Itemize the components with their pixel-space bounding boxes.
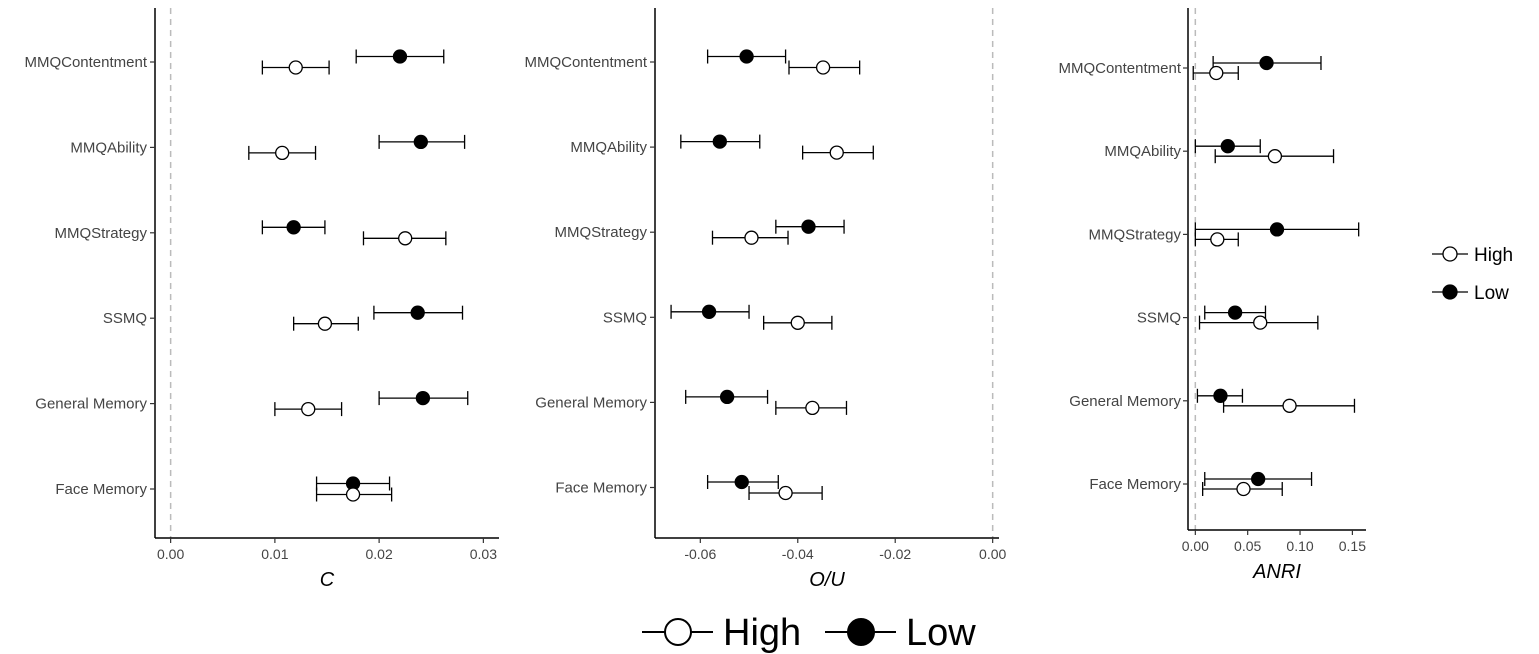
point-low <box>712 134 727 149</box>
y-tick-label: Face Memory <box>55 481 147 498</box>
panels: 0.00 0.01 0.02 0.03 C MMQContentment MMQAbilit… <box>24 8 1366 591</box>
x-axis-label: C <box>320 569 335 591</box>
point-high <box>1282 398 1297 413</box>
legend-key-marker-high <box>1442 246 1458 262</box>
y-tick-label: MMQContentment <box>1058 60 1181 77</box>
x-axis-label: ANRI <box>1252 561 1301 583</box>
point-low <box>1213 388 1228 403</box>
point-low <box>739 49 754 64</box>
legend-key-marker-high <box>664 618 692 646</box>
legend-key-marker-low <box>1442 284 1458 300</box>
point-high <box>398 231 413 246</box>
point-low <box>1259 55 1274 71</box>
point-high <box>1209 65 1224 81</box>
y-tick-label: SSMQ <box>103 310 147 327</box>
x-tick-label: 0.03 <box>470 546 497 562</box>
x-tick-label: 0.02 <box>365 546 392 562</box>
point-low <box>719 389 735 405</box>
point-low <box>415 390 431 406</box>
point-high <box>815 60 831 75</box>
y-tick-label: SSMQ <box>603 309 647 326</box>
point-high <box>1210 232 1225 247</box>
point-high <box>790 315 805 330</box>
legend-bottom: High Low <box>642 612 976 654</box>
y-tick-label: General Memory <box>535 394 647 411</box>
point-high <box>778 485 793 501</box>
point-low <box>413 134 428 150</box>
legend-label-low: Low <box>906 612 976 654</box>
y-tick-label: MMQStrategy <box>1088 226 1181 243</box>
point-low <box>1251 471 1266 487</box>
point-high <box>829 145 844 160</box>
x-tick-label: 0.00 <box>1182 538 1209 554</box>
point-low <box>734 474 749 490</box>
point-high <box>275 145 290 161</box>
y-tick-label: MMQStrategy <box>554 224 647 241</box>
point-high <box>744 230 759 245</box>
legend-key-marker-low <box>847 618 875 646</box>
panel-1: 0.00 0.01 0.02 0.03 C MMQContentment MMQAbilit… <box>24 8 499 591</box>
y-tick-label: MMQAbility <box>1104 143 1181 160</box>
point-low <box>286 220 301 235</box>
x-tick-label: 0.01 <box>261 546 288 562</box>
point-low <box>1227 305 1243 320</box>
point-low <box>701 304 717 319</box>
x-tick-label: 0.10 <box>1286 538 1313 554</box>
point-low <box>410 305 425 320</box>
point-high <box>1253 315 1268 330</box>
y-tick-label: MMQAbility <box>70 139 147 156</box>
point-low <box>392 49 408 64</box>
point-low <box>1269 222 1285 237</box>
point-high <box>345 487 361 502</box>
point-low <box>801 219 816 234</box>
x-tick-label: -0.06 <box>684 546 716 562</box>
legend-label-low: Low <box>1474 283 1509 304</box>
point-high <box>288 60 303 75</box>
point-high <box>317 316 333 331</box>
point-low <box>1220 139 1235 154</box>
x-axis-label: O/U <box>809 569 845 591</box>
panel-3: 0.00 0.05 0.10 0.15 ANRI MMQContentment MMQAbi… <box>1058 8 1366 583</box>
y-tick-label: MMQAbility <box>570 139 647 156</box>
y-tick-label: General Memory <box>35 396 147 413</box>
x-tick-label: 0.05 <box>1234 538 1261 554</box>
point-high <box>805 400 820 416</box>
x-tick-label: 0.00 <box>979 546 1006 562</box>
y-tick-label: MMQContentment <box>24 54 147 71</box>
legend-right: High Low <box>1432 245 1513 304</box>
y-tick-label: SSMQ <box>1137 310 1181 327</box>
legend-label-high: High <box>1474 245 1513 266</box>
x-tick-label: -0.02 <box>879 546 911 562</box>
y-tick-label: MMQStrategy <box>54 225 147 242</box>
point-high <box>301 401 316 417</box>
x-tick-label: -0.04 <box>782 546 814 562</box>
panel-2: -0.06 -0.04 -0.02 0.00 O/U MMQContentment MMQA… <box>524 8 1007 591</box>
legend-label-high: High <box>723 612 801 654</box>
point-high <box>1236 481 1251 497</box>
y-tick-label: General Memory <box>1069 393 1181 410</box>
y-tick-label: MMQContentment <box>524 54 647 71</box>
x-tick-label: 0.15 <box>1339 538 1366 554</box>
point-high <box>1267 149 1283 164</box>
x-tick-label: 0.00 <box>157 546 184 562</box>
y-tick-label: Face Memory <box>1089 476 1181 493</box>
y-tick-label: Face Memory <box>555 480 647 497</box>
